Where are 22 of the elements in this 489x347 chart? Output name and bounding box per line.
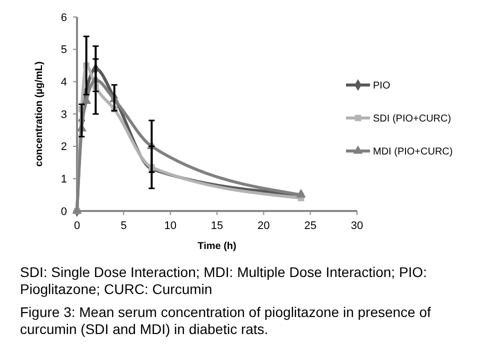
y-tick-label: 0 [60, 206, 67, 218]
x-tick-label: 25 [304, 220, 316, 232]
x-tick-label: 10 [164, 220, 176, 232]
x-tick-label: 0 [74, 220, 80, 232]
x-tick-label: 5 [120, 220, 127, 232]
y-tick-label: 1 [60, 174, 67, 186]
point [296, 189, 306, 198]
text: SDI: Single Dose Interaction; MDI: Multiple Dose Interaction; PIO: Pioglitazone; CURC: Curcumin [20, 264, 427, 297]
y-tick-label: 3 [60, 108, 67, 121]
y-tick-label: 2 [60, 141, 67, 154]
y-axis-title: concentration (µg/mL) [34, 61, 45, 167]
legend-label: SDI (PIO+CURC) [373, 114, 452, 124]
y-tick-label: 6 [60, 12, 67, 24]
x-tick-label: 30 [350, 220, 364, 232]
x-tick-label: 20 [258, 220, 270, 232]
x-axis-title: Time (h) [198, 241, 236, 252]
x-tick-label: 15 [210, 220, 224, 232]
legend-label: MDI (PIO+CURC) [373, 146, 453, 158]
y-tick-label: 5 [60, 44, 67, 56]
caption: Figure 3: Mean serum concentration of pioglitazone in presence of curcumin (SDI and MDI) in diabetic rats. [20, 304, 432, 337]
legend-label: PIO [373, 80, 390, 92]
y-tick-label: 4 [60, 76, 67, 89]
